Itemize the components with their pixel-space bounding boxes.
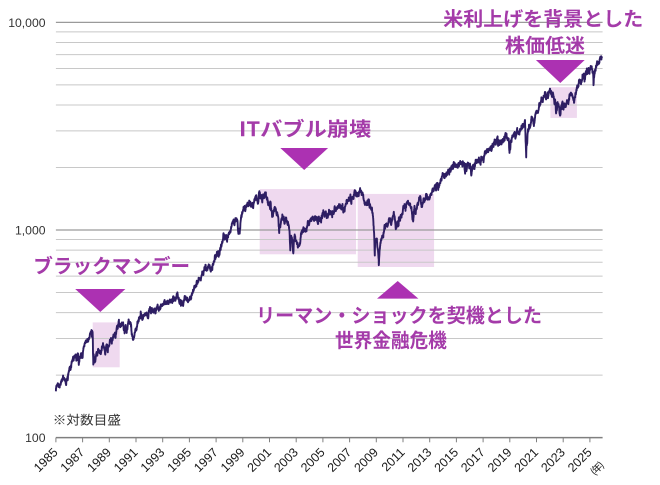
svg-text:1,000: 1,000 [15, 224, 46, 238]
svg-text:100: 100 [25, 431, 46, 445]
svg-text:10,000: 10,000 [8, 16, 45, 30]
